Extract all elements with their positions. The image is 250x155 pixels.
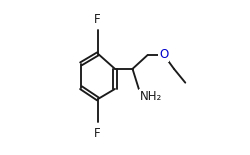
Text: O: O [159,48,168,61]
Text: F: F [94,127,100,140]
Text: NH₂: NH₂ [140,90,162,103]
Text: F: F [94,13,100,26]
